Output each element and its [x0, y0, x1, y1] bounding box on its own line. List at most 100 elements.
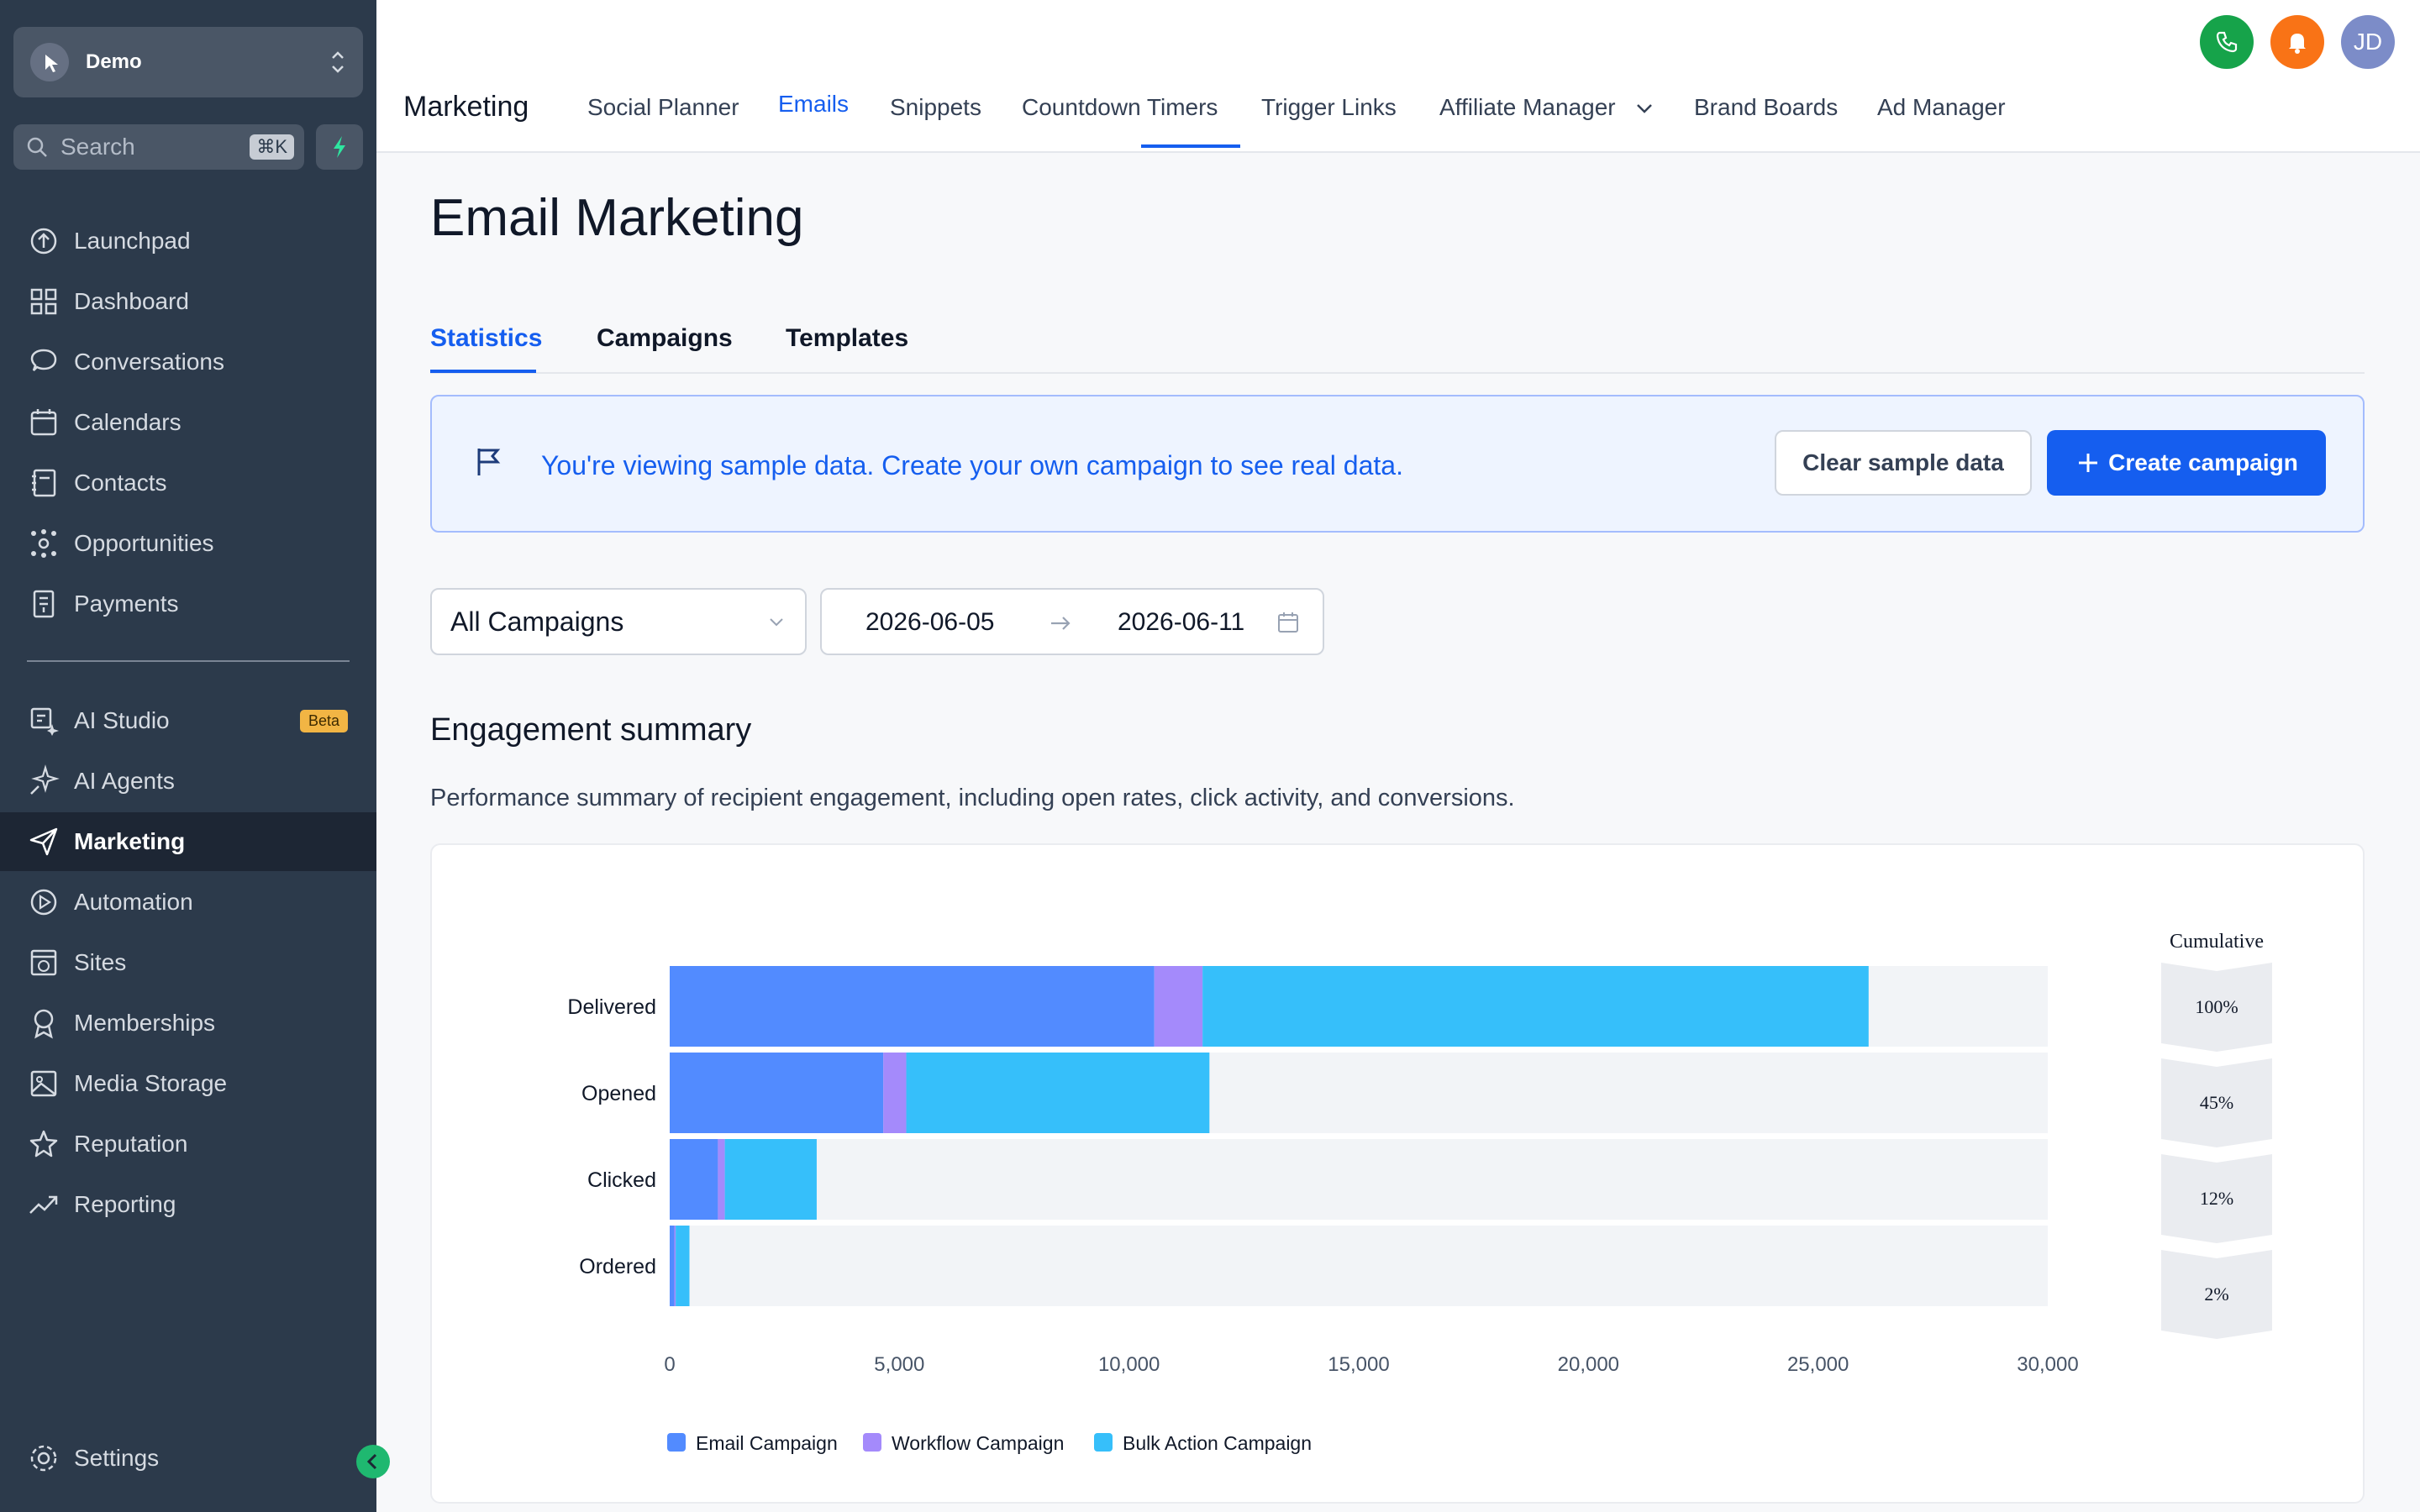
gear-icon: [27, 1441, 60, 1475]
cumulative-step: [2161, 1058, 2272, 1147]
notifications-button[interactable]: [2270, 15, 2324, 69]
quick-actions-button[interactable]: [316, 124, 363, 170]
bar-segment: [883, 1053, 907, 1133]
star-icon: [27, 1127, 60, 1161]
sidebar-item-label: Automation: [74, 889, 193, 915]
tab-brand-boards[interactable]: Brand Boards: [1694, 94, 1839, 120]
sidebar-item-label: Calendars: [74, 409, 182, 435]
arrow-right-icon: [1047, 610, 1074, 637]
bar-segment: [676, 1226, 690, 1306]
x-tick-label: 0: [664, 1353, 675, 1376]
sidebar-item-media-storage[interactable]: Media Storage: [0, 1054, 376, 1113]
sidebar-item-ai-agents[interactable]: AI Agents: [0, 752, 376, 811]
sidebar-item-calendars[interactable]: Calendars: [0, 393, 376, 452]
start-date[interactable]: 2026-06-05: [865, 608, 995, 636]
sidebar-item-automation[interactable]: Automation: [0, 873, 376, 932]
tab-emails[interactable]: Emails: [778, 91, 850, 117]
category-label: Ordered: [579, 1255, 656, 1278]
legend-label: Bulk Action Campaign: [1123, 1432, 1312, 1454]
tab-countdown-timers[interactable]: Countdown Timers: [1022, 94, 1218, 120]
sidebar-item-label: AI Studio: [74, 707, 170, 733]
tab-affiliate-manager[interactable]: Affiliate Manager: [1439, 94, 1616, 120]
sidebar-item-sites[interactable]: Sites: [0, 933, 376, 992]
campaign-select[interactable]: All Campaigns: [430, 588, 807, 655]
sidebar-item-reporting[interactable]: Reporting: [0, 1175, 376, 1234]
x-tick-label: 15,000: [1328, 1353, 1389, 1376]
collapse-sidebar-button[interactable]: [356, 1445, 390, 1478]
bar-segment: [718, 1139, 725, 1220]
sidebar-item-opportunities[interactable]: Opportunities: [0, 514, 376, 573]
sidebar-item-settings[interactable]: Settings: [0, 1429, 376, 1488]
sidebar-item-label: Payments: [74, 591, 179, 617]
legend-swatch: [667, 1433, 686, 1452]
phone-button[interactable]: [2200, 15, 2254, 69]
sidebar-item-label: Marketing: [74, 828, 186, 854]
search-icon: [25, 135, 49, 159]
sidebar-item-ai-studio[interactable]: AI Studio Beta: [0, 691, 376, 750]
sidebar-item-label: Conversations: [74, 349, 224, 375]
legend-label: Email Campaign: [696, 1432, 838, 1454]
create-campaign-button[interactable]: Create campaign: [2047, 430, 2326, 496]
tab-trigger-links[interactable]: Trigger Links: [1261, 94, 1397, 120]
bar-segment: [674, 1226, 676, 1306]
subtab-statistics[interactable]: Statistics: [430, 324, 543, 352]
sidebar-item-contacts[interactable]: Contacts: [0, 454, 376, 512]
calendar-icon[interactable]: [1276, 610, 1301, 635]
bell-icon: [2284, 29, 2311, 55]
top-navigation: Marketing Social Planner Emails Snippets…: [376, 0, 2420, 153]
cumulative-step: [2161, 1154, 2272, 1243]
opportunities-icon: [27, 527, 60, 560]
sidebar-item-label: Contacts: [74, 470, 167, 496]
bar-segment: [670, 1139, 718, 1220]
sidebar-item-conversations[interactable]: Conversations: [0, 333, 376, 391]
chevron-updown-icon: [329, 47, 346, 77]
create-campaign-label: Create campaign: [2108, 449, 2298, 475]
cumulative-value: 100%: [2195, 996, 2238, 1017]
phone-icon: [2213, 29, 2240, 55]
active-subtab-indicator: [430, 370, 536, 373]
sidebar-item-marketing[interactable]: Marketing: [0, 812, 376, 871]
sidebar-item-dashboard[interactable]: Dashboard: [0, 272, 376, 331]
account-switcher[interactable]: Demo: [13, 27, 363, 97]
search-shortcut: ⌘K: [250, 134, 294, 160]
subtab-templates[interactable]: Templates: [786, 324, 909, 352]
cumulative-value: 12%: [2200, 1188, 2233, 1209]
sidebar-item-label: Launchpad: [74, 228, 191, 254]
x-tick-label: 5,000: [874, 1353, 924, 1376]
legend-swatch: [863, 1433, 881, 1452]
sidebar-item-label: Sites: [74, 949, 127, 975]
beta-badge: Beta: [299, 709, 348, 732]
search-input[interactable]: Search ⌘K: [13, 124, 304, 170]
cumulative-value: 2%: [2204, 1284, 2228, 1305]
cumulative-step: [2161, 963, 2272, 1052]
tab-snippets[interactable]: Snippets: [890, 94, 981, 120]
sidebar-item-launchpad[interactable]: Launchpad: [0, 212, 376, 270]
search-placeholder: Search: [60, 134, 135, 160]
legend-swatch: [1094, 1433, 1113, 1452]
engagement-summary-title: Engagement summary: [430, 712, 752, 748]
campaign-select-value: All Campaigns: [450, 606, 624, 637]
chevron-left-icon: [356, 1445, 390, 1478]
sidebar-item-memberships[interactable]: Memberships: [0, 994, 376, 1053]
tab-social-planner[interactable]: Social Planner: [587, 94, 739, 120]
bar-segment: [670, 966, 1155, 1047]
cumulative-title: Cumulative: [2170, 931, 2264, 953]
tab-ad-manager[interactable]: Ad Manager: [1877, 94, 2006, 120]
subtab-campaigns[interactable]: Campaigns: [597, 324, 733, 352]
user-avatar[interactable]: JD: [2341, 15, 2395, 69]
chevron-down-icon[interactable]: [1634, 97, 1655, 119]
engagement-summary-description: Performance summary of recipient engagem…: [430, 785, 1515, 811]
sparkle-icon: [27, 764, 60, 798]
clear-sample-data-button[interactable]: Clear sample data: [1775, 430, 2032, 496]
banner-message: You're viewing sample data. Create your …: [541, 450, 1403, 480]
sidebar-item-reputation[interactable]: Reputation: [0, 1115, 376, 1173]
x-tick-label: 30,000: [2017, 1353, 2078, 1376]
sidebar-divider: [27, 660, 350, 662]
sidebar: Demo Search ⌘K Launchpad Dashboard Convers…: [0, 0, 390, 1512]
date-range-picker[interactable]: 2026-06-05 2026-06-11: [820, 588, 1324, 655]
launchpad-icon: [27, 224, 60, 258]
ai-studio-icon: [27, 704, 60, 738]
sidebar-item-payments[interactable]: Payments: [0, 575, 376, 633]
chat-icon: [27, 345, 60, 379]
end-date[interactable]: 2026-06-11: [1118, 608, 1245, 636]
